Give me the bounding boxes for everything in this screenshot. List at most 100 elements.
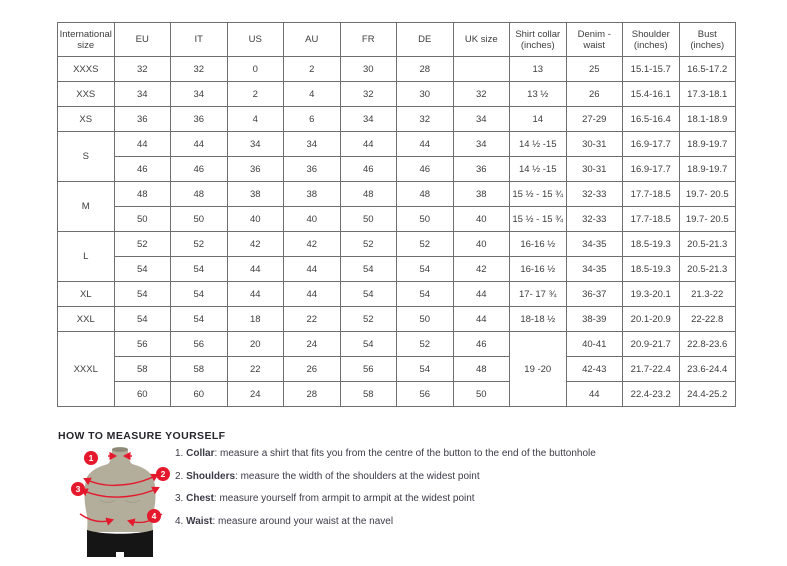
- table-cell: 32: [170, 56, 228, 82]
- table-cell: 54: [339, 331, 397, 357]
- table-cell: 42-43: [565, 356, 623, 382]
- table-cell: 15.4-16.1: [622, 81, 680, 107]
- table-cell: 16-16 ½: [509, 256, 567, 282]
- table-cell: 56: [339, 356, 397, 382]
- table-cell: 46: [396, 156, 454, 182]
- table-cell: 0: [226, 56, 284, 82]
- table-cell: 46: [339, 156, 397, 182]
- table-cell: 18-18 ½: [509, 306, 567, 332]
- figure-marker-3: 3: [71, 482, 85, 496]
- table-cell: 32: [339, 81, 397, 107]
- table-cell: 48: [170, 181, 228, 207]
- table-cell: 48: [396, 181, 454, 207]
- table-cell: 27-29: [565, 106, 623, 132]
- table-header-row: International size EU IT US AU FR DE UK size Shi…: [57, 22, 736, 57]
- table-cell: 17- 17 ¾: [509, 281, 567, 307]
- table-cell: 58: [339, 381, 397, 407]
- table-cell: 58: [113, 356, 171, 382]
- table-cell: 56: [113, 331, 171, 357]
- table-cell: 32: [452, 81, 510, 107]
- table-cell: 19.7- 20.5: [678, 181, 736, 207]
- table-cell: 17.7-18.5: [622, 181, 680, 207]
- instruction-number: 3.: [175, 493, 187, 504]
- table-cell: 36: [113, 106, 171, 132]
- table-cell: 18.5-19.3: [622, 256, 680, 282]
- mannequin-torso: [84, 447, 156, 532]
- table-row: XXXS 32 32 0 2 30 28 13 25 15.1-15.7 16.5-17.2: [57, 56, 736, 82]
- instruction-label: Chest: [186, 493, 214, 504]
- table-cell: 30: [339, 56, 397, 82]
- table-cell: 17.7-18.5: [622, 206, 680, 232]
- table-cell: 21.7-22.4: [622, 356, 680, 382]
- table-cell: 42: [226, 231, 284, 257]
- table-cell: 34: [113, 81, 171, 107]
- table-cell: 52: [396, 331, 454, 357]
- table-cell: 42: [283, 231, 341, 257]
- table-cell: 6: [283, 106, 341, 132]
- table-cell: 44: [565, 381, 623, 407]
- instruction-number: 1.: [175, 448, 187, 459]
- table-cell: 34: [226, 131, 284, 157]
- table-cell: 54: [396, 256, 454, 282]
- table-cell: 48: [339, 181, 397, 207]
- table-cell: 34: [283, 131, 341, 157]
- table-cell: 40-41: [565, 331, 623, 357]
- table-cell: 16.5-16.4: [622, 106, 680, 132]
- table-cell: 46: [170, 156, 228, 182]
- table-cell: 50: [396, 306, 454, 332]
- column-header: US: [226, 22, 284, 57]
- table-cell: 54: [396, 356, 454, 382]
- table-cell: 50: [170, 206, 228, 232]
- table-cell: 4: [283, 81, 341, 107]
- column-header: FR: [339, 22, 397, 57]
- table-cell: 50: [452, 381, 510, 407]
- table-cell: 34: [452, 106, 510, 132]
- table-cell: 22: [226, 356, 284, 382]
- measure-guide-heading: HOW TO MEASURE YOURSELF: [58, 430, 226, 442]
- table-cell: 32-33: [565, 206, 623, 232]
- table-cell: 22-22.8: [678, 306, 736, 332]
- table-row: 54 54 44 44 54 54 42 16-16 ½ 34-35 18.5-19.3 20.5-…: [58, 256, 736, 282]
- table-cell: 54: [170, 281, 228, 307]
- table-cell: 56: [170, 331, 228, 357]
- table-cell: 28: [396, 56, 454, 82]
- instruction-text: : measure a shirt that fits you from the…: [214, 448, 596, 459]
- table-cell: 36: [226, 156, 284, 182]
- table-cell: 14 ½ -15: [509, 156, 567, 182]
- table-cell: 44: [452, 281, 510, 307]
- table-cell: 34: [452, 131, 510, 157]
- mannequin-shorts: [87, 530, 153, 557]
- instruction-text: : measure the width of the shoulders at …: [235, 470, 480, 482]
- table-cell: 14 ½ -15: [509, 131, 567, 157]
- table-cell: 17.3-18.1: [678, 81, 736, 107]
- table-cell: 30-31: [565, 156, 623, 182]
- measure-instruction-item: 1. Collar: measure a shirt that fits you…: [175, 448, 596, 459]
- table-cell: 15 ½ - 15 ¾: [509, 181, 567, 207]
- table-cell: 16-16 ½: [509, 231, 567, 257]
- table-cell: 16.9-17.7: [622, 156, 680, 182]
- table-cell: 30-31: [565, 131, 623, 157]
- table-row: XXL 54 54 18 22 52 50 44 18-18 ½ 38-39 20.1-20.9 22…: [57, 306, 736, 332]
- size-chart-table: International size EU IT US AU FR DE UK size Shi…: [57, 22, 736, 407]
- column-header: Shirt collar (inches): [509, 22, 567, 57]
- instruction-label: Shoulders: [186, 470, 236, 482]
- column-header: EU: [113, 22, 171, 57]
- table-cell: 44: [226, 281, 284, 307]
- table-cell: 42: [452, 256, 510, 282]
- table-cell: 54: [339, 256, 397, 282]
- table-cell: M: [57, 181, 115, 232]
- table-cell: 20.5-21.3: [678, 231, 736, 257]
- table-cell: 36-37: [565, 281, 623, 307]
- table-body: XXXS 32 32 0 2 30 28 13 25 15.1-15.7 16.5-17.2 XXS 3…: [57, 56, 736, 407]
- table-cell: 22: [283, 306, 341, 332]
- svg-text:4: 4: [152, 511, 157, 521]
- table-cell: 19 -20: [509, 331, 567, 407]
- table-cell: 44: [283, 256, 341, 282]
- table-cell: 18.9-19.7: [678, 131, 736, 157]
- table-cell: 46: [452, 331, 510, 357]
- table-cell: [452, 56, 510, 82]
- table-cell: 34-35: [565, 231, 623, 257]
- table-cell: XXXS: [57, 56, 115, 82]
- column-header: Denim - waist: [565, 22, 623, 57]
